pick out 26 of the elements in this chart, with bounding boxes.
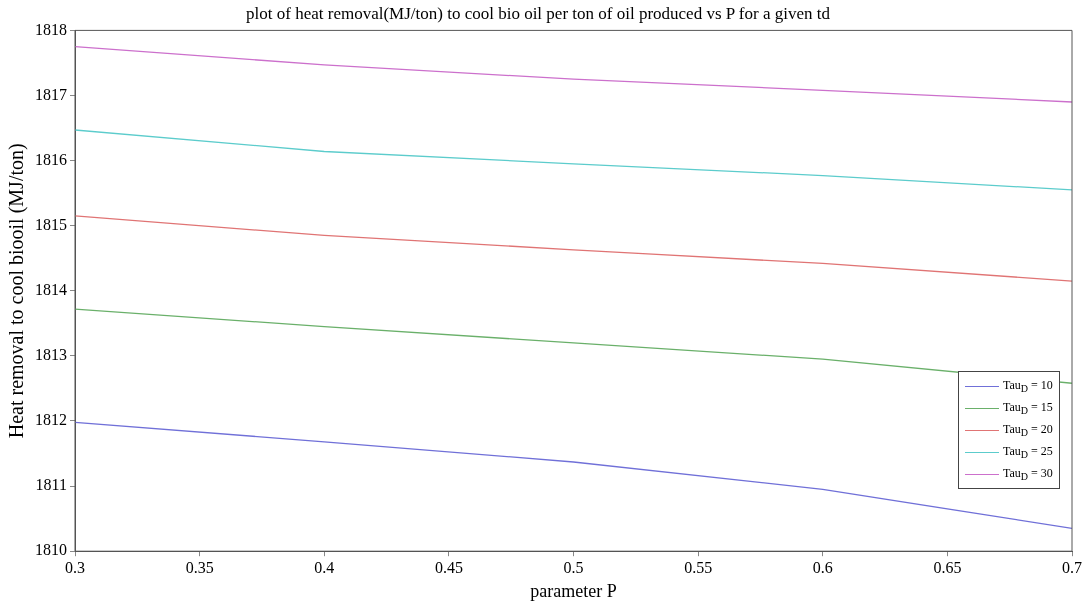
legend-label: Tau$_{D}$ = 30 <box>1003 465 1053 483</box>
y-tick-label: 1812 <box>35 411 67 429</box>
y-tick-label: 1816 <box>35 150 67 168</box>
x-tick-label: 0.4 <box>314 559 335 576</box>
x-tick-label: 0.6 <box>812 559 833 576</box>
y-tick-label: 1818 <box>35 20 67 38</box>
legend-label: Tau$_{D}$ = 25 <box>1003 443 1053 461</box>
x-tick-label: 0.55 <box>684 559 713 576</box>
y-axis-title: Heat removal to cool biooil (MJ/ton) <box>5 143 29 439</box>
y-tick-label: 1817 <box>35 85 67 103</box>
legend-label: Tau$_{D}$ = 15 <box>1003 399 1053 417</box>
y-tick-label: 1810 <box>35 541 67 559</box>
legend-label: Tau$_{D}$ = 20 <box>1003 421 1053 439</box>
x-tick-label: 0.35 <box>185 559 214 576</box>
x-tick-label: 0.45 <box>434 559 463 576</box>
x-tick-label: 0.5 <box>563 559 584 576</box>
y-tick-label: 1813 <box>35 346 67 364</box>
x-tick-label: 0.3 <box>65 559 85 576</box>
x-tick-label: 0.7 <box>1062 559 1082 576</box>
legend-label: Tau$_{D}$ = 10 <box>1003 377 1053 395</box>
x-axis-title: parameter P <box>530 580 617 601</box>
x-tick-label: 0.65 <box>933 559 962 576</box>
chart-title: plot of heat removal(MJ/ton) to cool bio oil per ton of oil produced vs P for a given td <box>246 3 831 23</box>
y-tick-label: 1815 <box>35 215 67 233</box>
y-tick-label: 1811 <box>35 476 67 494</box>
y-tick-label: 1814 <box>35 281 67 298</box>
